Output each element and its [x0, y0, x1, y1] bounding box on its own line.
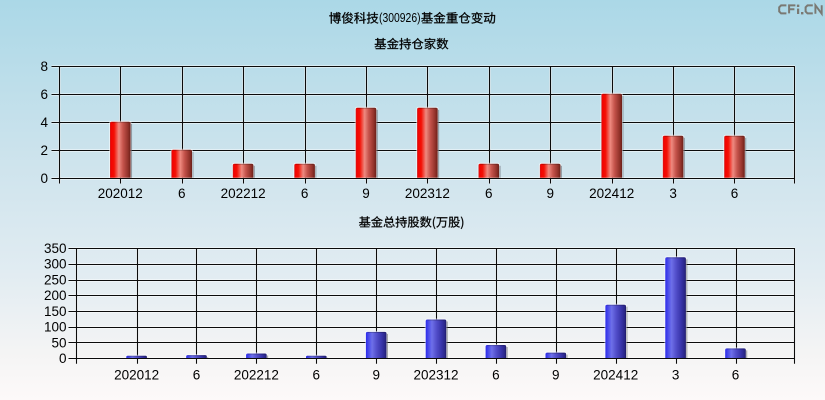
svg-text:6: 6	[178, 186, 186, 201]
svg-text:9: 9	[546, 186, 554, 201]
svg-text:3: 3	[672, 367, 680, 382]
svg-text:8: 8	[40, 59, 48, 74]
svg-text:250: 250	[44, 272, 67, 287]
svg-text:6: 6	[485, 186, 493, 201]
svg-text:9: 9	[552, 367, 560, 382]
svg-text:0: 0	[40, 171, 48, 186]
svg-text:50: 50	[51, 335, 66, 350]
svg-text:202312: 202312	[413, 367, 458, 382]
svg-text:6: 6	[313, 367, 321, 382]
svg-text:350: 350	[44, 241, 67, 256]
svg-text:6: 6	[40, 87, 48, 102]
svg-text:6: 6	[301, 186, 309, 201]
svg-text:9: 9	[362, 186, 370, 201]
svg-text:202412: 202412	[589, 186, 634, 201]
svg-text:202012: 202012	[98, 186, 143, 201]
svg-text:6: 6	[731, 186, 739, 201]
svg-text:202312: 202312	[405, 186, 450, 201]
svg-text:9: 9	[372, 367, 380, 382]
svg-text:200: 200	[44, 288, 67, 303]
svg-text:202212: 202212	[234, 367, 279, 382]
svg-text:202012: 202012	[114, 367, 159, 382]
svg-text:2: 2	[40, 143, 48, 158]
svg-text:150: 150	[44, 304, 67, 319]
svg-text:3: 3	[669, 186, 677, 201]
svg-text:6: 6	[193, 367, 201, 382]
svg-text:0: 0	[59, 351, 67, 366]
svg-text:6: 6	[492, 367, 500, 382]
svg-text:(300926): (300926)	[379, 10, 421, 25]
svg-text:100: 100	[44, 320, 67, 335]
svg-text:4: 4	[40, 115, 48, 130]
svg-text:300: 300	[44, 257, 67, 272]
svg-text:202412: 202412	[593, 367, 638, 382]
svg-text:6: 6	[732, 367, 740, 382]
svg-text:202212: 202212	[221, 186, 266, 201]
